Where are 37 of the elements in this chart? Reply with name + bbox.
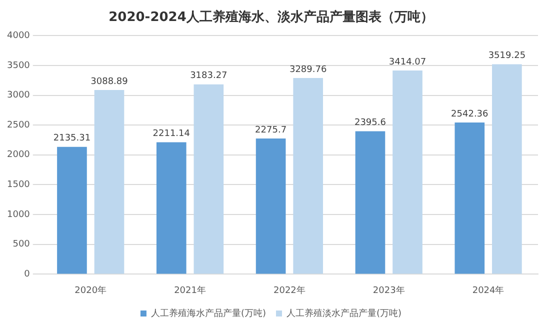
x-tick-label: 2024年 [472,284,504,296]
y-tick-label: 4000 [7,30,30,41]
y-tick-label: 1500 [7,180,30,190]
bar [156,142,186,274]
y-tick-label: 2500 [7,120,30,130]
data-label: 3519.25 [488,51,526,62]
data-label: 2275.7 [255,125,287,136]
y-tick-label: 3500 [7,60,30,71]
x-tick-label: 2021年 [174,284,206,296]
bar [392,70,422,274]
chart-title: 2020-2024人工养殖海水、淡水产品产量图表（万吨） [108,9,434,26]
x-tick-label: 2022年 [274,284,306,296]
y-tick-label: 1000 [7,210,30,220]
data-label: 3183.27 [190,71,228,82]
x-tick-label: 2023年 [372,284,405,296]
y-tick-label: 0 [24,270,30,280]
data-label: 3414.07 [388,57,426,68]
legend-label: 人工养殖海水产品产量(万吨) [150,308,266,319]
bar [454,122,485,274]
bar [355,131,386,274]
data-label: 2211.14 [152,129,190,140]
data-label: 3088.89 [90,76,128,87]
bar [194,84,224,274]
y-tick-label: 500 [12,240,30,250]
data-label: 3289.76 [289,64,327,75]
bar [57,146,87,274]
bar [293,78,324,274]
bar [256,138,286,274]
x-tick-label: 2020年 [74,284,107,296]
data-label: 2542.36 [451,109,489,120]
data-label: 2135.31 [53,134,91,144]
bar [492,64,522,274]
bar [94,90,124,274]
y-tick-label: 2000 [7,150,30,160]
y-tick-label: 3000 [7,90,30,101]
data-label: 2395.6 [354,118,386,128]
legend-label: 人工养殖淡水产品产量(万吨) [286,308,402,319]
